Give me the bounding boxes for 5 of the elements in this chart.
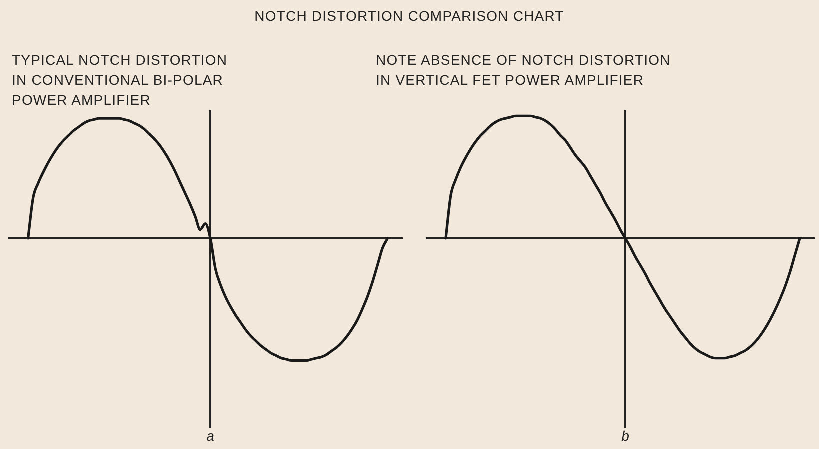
chart-subtitle: NOTE ABSENCE OF NOTCH DISTORTION IN VERTICAL FET POWER AMPLIFIER: [376, 51, 671, 90]
chart-title: NOTCH DISTORTION COMPARISON CHART: [254, 8, 566, 24]
text: b: [620, 428, 630, 444]
chart-subtitle: TYPICAL NOTCH DISTORTION IN CONVENTIONAL BI-POLAR POWER AMPLIFIER: [12, 51, 228, 110]
text: a: [206, 428, 216, 444]
